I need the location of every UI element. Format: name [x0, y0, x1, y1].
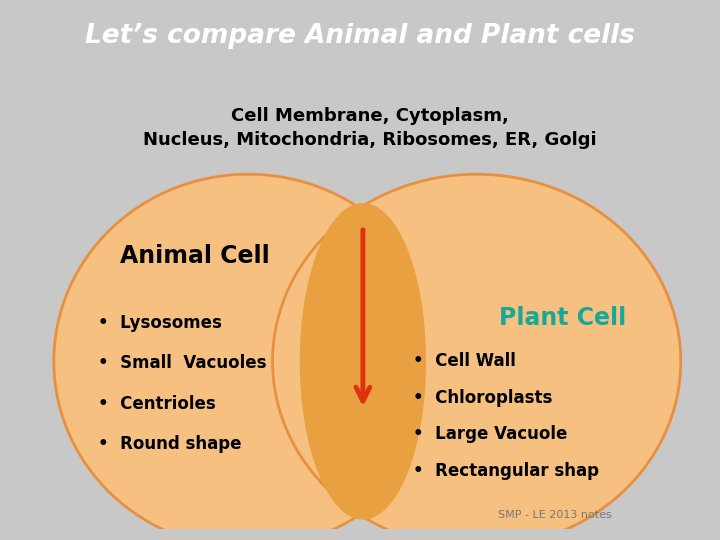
Text: Cell Membrane, Cytoplasm,: Cell Membrane, Cytoplasm, [231, 107, 508, 125]
Text: Let’s compare Animal and Plant cells: Let’s compare Animal and Plant cells [85, 23, 635, 50]
Text: •  Cell Wall: • Cell Wall [413, 352, 516, 370]
Text: SMP - LE 2013 notes: SMP - LE 2013 notes [498, 510, 611, 520]
Text: •  Rectangular shap: • Rectangular shap [413, 462, 600, 480]
Text: •  Round shape: • Round shape [98, 435, 241, 453]
Ellipse shape [54, 174, 443, 540]
Text: •  Chloroplasts: • Chloroplasts [413, 389, 553, 407]
Text: •  Large Vacuole: • Large Vacuole [413, 425, 568, 443]
Ellipse shape [272, 174, 681, 540]
Text: •  Small  Vacuoles: • Small Vacuoles [98, 354, 266, 372]
Ellipse shape [300, 203, 426, 519]
Text: Plant Cell: Plant Cell [498, 306, 626, 330]
Text: Animal Cell: Animal Cell [120, 244, 269, 268]
Text: •  Centrioles: • Centrioles [98, 395, 215, 413]
Text: Nucleus, Mitochondria, Ribosomes, ER, Golgi: Nucleus, Mitochondria, Ribosomes, ER, Go… [143, 131, 597, 149]
Text: •  Lysosomes: • Lysosomes [98, 314, 222, 332]
